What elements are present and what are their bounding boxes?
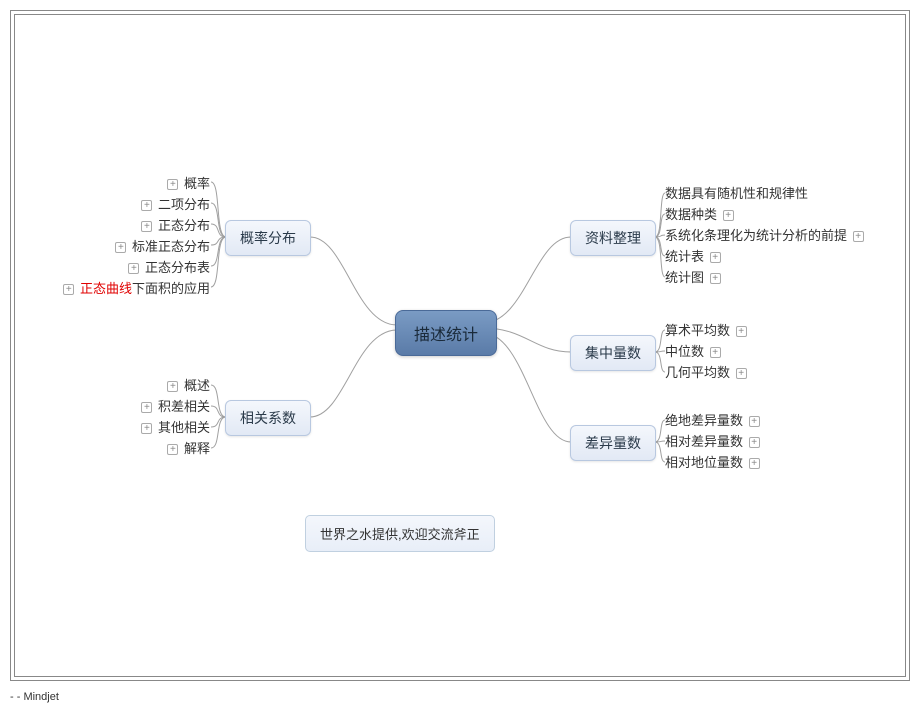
branch-variability[interactable]: 差异量数 bbox=[570, 425, 656, 461]
branch-prob-dist[interactable]: 概率分布 bbox=[225, 220, 311, 256]
expand-icon[interactable]: + bbox=[710, 273, 721, 284]
leaf-label: 正态分布 bbox=[158, 218, 210, 233]
expand-icon[interactable]: + bbox=[853, 231, 864, 242]
leaf-label: 正态分布表 bbox=[145, 260, 210, 275]
leaf-item[interactable]: 统计图 + bbox=[665, 267, 905, 288]
branch-label: 概率分布 bbox=[240, 230, 296, 246]
leaf-label: 二项分布 bbox=[158, 197, 210, 212]
leaf-label: 相对差异量数 bbox=[665, 434, 743, 449]
branch-central-tendency[interactable]: 集中量数 bbox=[570, 335, 656, 371]
leaf-item[interactable]: + 正态曲线下面积的应用 bbox=[45, 278, 210, 299]
expand-icon[interactable]: + bbox=[710, 252, 721, 263]
leaf-item[interactable]: 算术平均数 + bbox=[665, 320, 805, 341]
leaf-label: 解释 bbox=[184, 441, 210, 456]
leaf-item[interactable]: + 积差相关 bbox=[105, 396, 210, 417]
leaf-label: 相对地位量数 bbox=[665, 455, 743, 470]
leaf-item[interactable]: 数据具有随机性和规律性 bbox=[665, 183, 905, 204]
expand-icon[interactable]: + bbox=[749, 437, 760, 448]
expand-icon[interactable]: + bbox=[141, 423, 152, 434]
expand-icon[interactable]: + bbox=[167, 444, 178, 455]
expand-icon[interactable]: + bbox=[749, 458, 760, 469]
leaf-group-data-org: 数据具有随机性和规律性 数据种类 +系统化条理化为统计分析的前提 +统计表 +统… bbox=[665, 183, 905, 288]
leaf-label: 绝地差异量数 bbox=[665, 413, 743, 428]
leaf-label: 积差相关 bbox=[158, 399, 210, 414]
expand-icon[interactable]: + bbox=[141, 200, 152, 211]
leaf-label: 概率 bbox=[184, 176, 210, 191]
leaf-item[interactable]: + 其他相关 bbox=[105, 417, 210, 438]
branch-data-org[interactable]: 资料整理 bbox=[570, 220, 656, 256]
expand-icon[interactable]: + bbox=[749, 416, 760, 427]
leaf-item[interactable]: 系统化条理化为统计分析的前提 + bbox=[665, 225, 905, 246]
expand-icon[interactable]: + bbox=[736, 368, 747, 379]
expand-icon[interactable]: + bbox=[167, 381, 178, 392]
leaf-item[interactable]: 数据种类 + bbox=[665, 204, 905, 225]
expand-icon[interactable]: + bbox=[736, 326, 747, 337]
leaf-item[interactable]: 相对地位量数 + bbox=[665, 452, 805, 473]
expand-icon[interactable]: + bbox=[167, 179, 178, 190]
leaf-item[interactable]: + 正态分布表 bbox=[45, 257, 210, 278]
expand-icon[interactable]: + bbox=[115, 242, 126, 253]
leaf-item[interactable]: + 二项分布 bbox=[45, 194, 210, 215]
expand-icon[interactable]: + bbox=[141, 402, 152, 413]
leaf-item[interactable]: + 解释 bbox=[105, 438, 210, 459]
leaf-group-central-tendency: 算术平均数 +中位数 +几何平均数 + bbox=[665, 320, 805, 383]
leaf-label: 算术平均数 bbox=[665, 323, 730, 338]
leaf-label: 数据种类 bbox=[665, 207, 717, 222]
leaf-label: 概述 bbox=[184, 378, 210, 393]
branch-label: 集中量数 bbox=[585, 345, 641, 361]
leaf-item[interactable]: 统计表 + bbox=[665, 246, 905, 267]
leaf-item[interactable]: 相对差异量数 + bbox=[665, 431, 805, 452]
footer-text: - - Mindjet bbox=[10, 691, 59, 703]
branch-label: 相关系数 bbox=[240, 410, 296, 426]
leaf-item[interactable]: + 概率 bbox=[45, 173, 210, 194]
leaf-item[interactable]: + 标准正态分布 bbox=[45, 236, 210, 257]
leaf-item[interactable]: 绝地差异量数 + bbox=[665, 410, 805, 431]
mindmap-canvas: 描述统计 概率分布+ 概率+ 二项分布+ 正态分布+ 标准正态分布+ 正态分布表… bbox=[15, 15, 905, 676]
central-node[interactable]: 描述统计 bbox=[395, 310, 497, 356]
branch-correlation[interactable]: 相关系数 bbox=[225, 400, 311, 436]
leaf-label: 几何平均数 bbox=[665, 365, 730, 380]
credit-note: 世界之水提供,欢迎交流斧正 bbox=[305, 515, 495, 552]
leaf-label: 标准正态分布 bbox=[132, 239, 210, 254]
leaf-label: 统计表 bbox=[665, 249, 704, 264]
leaf-label: 正态曲线下面积的应用 bbox=[80, 281, 210, 296]
leaf-label: 中位数 bbox=[665, 344, 704, 359]
central-label: 描述统计 bbox=[414, 327, 478, 344]
expand-icon[interactable]: + bbox=[128, 263, 139, 274]
leaf-item[interactable]: 几何平均数 + bbox=[665, 362, 805, 383]
leaf-item[interactable]: + 概述 bbox=[105, 375, 210, 396]
leaf-label: 其他相关 bbox=[158, 420, 210, 435]
leaf-item[interactable]: 中位数 + bbox=[665, 341, 805, 362]
branch-label: 差异量数 bbox=[585, 435, 641, 451]
leaf-group-correlation: + 概述+ 积差相关+ 其他相关+ 解释 bbox=[105, 375, 210, 459]
leaf-item[interactable]: + 正态分布 bbox=[45, 215, 210, 236]
expand-icon[interactable]: + bbox=[723, 210, 734, 221]
expand-icon[interactable]: + bbox=[141, 221, 152, 232]
leaf-label: 数据具有随机性和规律性 bbox=[665, 186, 808, 201]
expand-icon[interactable]: + bbox=[63, 284, 74, 295]
leaf-label: 统计图 bbox=[665, 270, 704, 285]
expand-icon[interactable]: + bbox=[710, 347, 721, 358]
credit-text: 世界之水提供,欢迎交流斧正 bbox=[320, 527, 480, 542]
leaf-group-variability: 绝地差异量数 +相对差异量数 +相对地位量数 + bbox=[665, 410, 805, 473]
leaf-label: 系统化条理化为统计分析的前提 bbox=[665, 228, 847, 243]
branch-label: 资料整理 bbox=[585, 230, 641, 246]
leaf-group-prob-dist: + 概率+ 二项分布+ 正态分布+ 标准正态分布+ 正态分布表+ 正态曲线下面积… bbox=[45, 173, 210, 299]
